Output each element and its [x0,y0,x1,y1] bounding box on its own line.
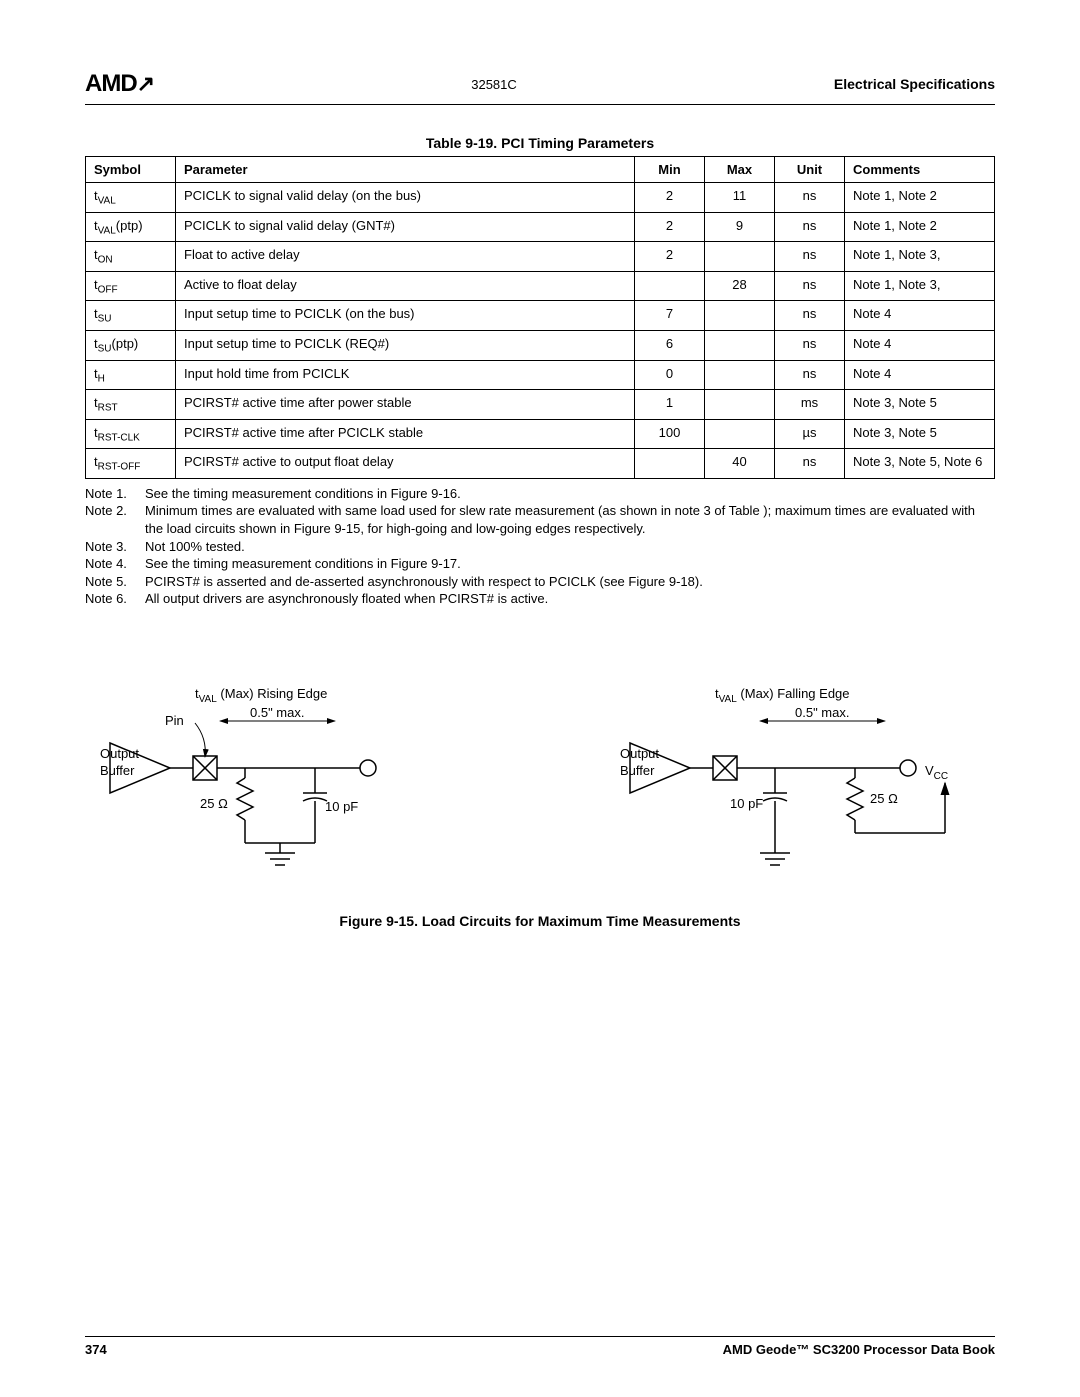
note-row: Note 6.All output drivers are asynchrono… [85,590,995,608]
col-min: Min [635,157,705,183]
col-parameter: Parameter [176,157,635,183]
table-row: tSU(ptp)Input setup time to PCICLK (REQ#… [86,330,995,360]
page-footer: 374 AMD Geode™ SC3200 Processor Data Boo… [85,1336,995,1357]
book-title: AMD Geode™ SC3200 Processor Data Book [723,1342,995,1357]
table-row: tVALPCICLK to signal valid delay (on the… [86,183,995,213]
circuit-left-svg: tVAL (Max) Rising Edge Pin 0.5" max. Out… [85,683,475,893]
note-row: Note 2.Minimum times are evaluated with … [85,502,995,537]
note-row: Note 4.See the timing measurement condit… [85,555,995,573]
note-row: Note 5.PCIRST# is asserted and de-assert… [85,573,995,591]
figure-caption: Figure 9-15. Load Circuits for Maximum T… [85,913,995,929]
pci-timing-table: Symbol Parameter Min Max Unit Comments t… [85,156,995,479]
notes-block: Note 1.See the timing measurement condit… [85,485,995,608]
table-row: tONFloat to active delay2nsNote 1, Note … [86,242,995,272]
table-header-row: Symbol Parameter Min Max Unit Comments [86,157,995,183]
col-unit: Unit [775,157,845,183]
svg-text:25 Ω: 25 Ω [200,796,228,811]
svg-text:tVAL (Max) Rising Edge: tVAL (Max) Rising Edge [195,686,327,705]
page-number: 374 [85,1342,107,1357]
table-row: tRST-OFFPCIRST# active to output float d… [86,449,995,479]
table-row: tRSTPCIRST# active time after power stab… [86,390,995,420]
svg-text:10 pF: 10 pF [730,796,763,811]
doc-number: 32581C [471,77,517,92]
svg-text:tVAL (Max) Falling Edge: tVAL (Max) Falling Edge [715,686,850,705]
note-row: Note 1.See the timing measurement condit… [85,485,995,503]
table-row: tVAL(ptp)PCICLK to signal valid delay (G… [86,212,995,242]
note-row: Note 3.Not 100% tested. [85,538,995,556]
svg-text:Pin: Pin [165,713,184,728]
svg-text:VCC: VCC [925,763,948,782]
circuit-right: tVAL (Max) Falling Edge 0.5" max. Output… [605,683,995,893]
svg-text:10 pF: 10 pF [325,799,358,814]
col-max: Max [705,157,775,183]
circuit-right-svg: tVAL (Max) Falling Edge 0.5" max. Output… [605,683,995,893]
table-title: Table 9-19. PCI Timing Parameters [85,135,995,151]
table-row: tRST-CLKPCIRST# active time after PCICLK… [86,419,995,449]
page-header: AMD↗ 32581C Electrical Specifications [85,70,995,105]
figure-area: tVAL (Max) Rising Edge Pin 0.5" max. Out… [85,683,995,893]
circuit-left: tVAL (Max) Rising Edge Pin 0.5" max. Out… [85,683,475,893]
col-comments: Comments [845,157,995,183]
svg-text:0.5" max.: 0.5" max. [795,705,849,720]
table-row: tSUInput setup time to PCICLK (on the bu… [86,301,995,331]
col-symbol: Symbol [86,157,176,183]
table-row: tHInput hold time from PCICLK0nsNote 4 [86,360,995,390]
logo-arrow-icon: ↗ [137,71,154,96]
logo-text: AMD [85,70,137,97]
svg-text:Buffer: Buffer [620,763,655,778]
svg-text:0.5" max.: 0.5" max. [250,705,304,720]
table-row: tOFFActive to float delay28nsNote 1, Not… [86,271,995,301]
svg-text:25 Ω: 25 Ω [870,791,898,806]
svg-text:Buffer: Buffer [100,763,135,778]
amd-logo: AMD↗ [85,70,154,98]
section-title: Electrical Specifications [834,76,995,92]
